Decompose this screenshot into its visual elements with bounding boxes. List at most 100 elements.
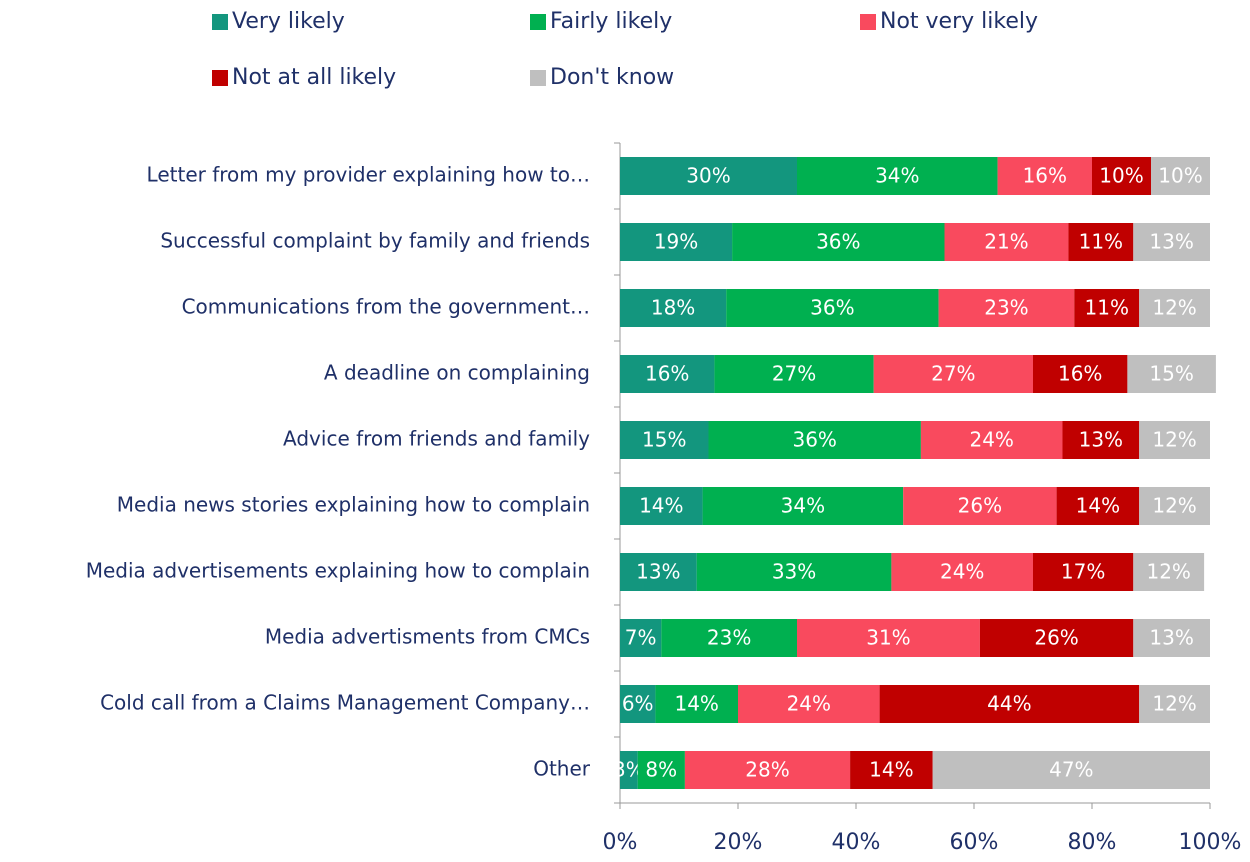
data-label: 19% <box>654 230 698 254</box>
data-label: 17% <box>1061 560 1105 584</box>
data-label: 13% <box>1149 626 1193 650</box>
data-label: 12% <box>1152 428 1196 452</box>
data-label: 27% <box>772 362 816 386</box>
bar-segment <box>726 289 939 327</box>
data-label: 23% <box>984 296 1028 320</box>
bar-segment <box>620 553 697 591</box>
data-label: 28% <box>745 758 789 782</box>
data-label: 13% <box>1079 428 1123 452</box>
bar-segment <box>1092 157 1151 195</box>
data-label: 16% <box>645 362 689 386</box>
category-label: Media news stories explaining how to com… <box>117 493 590 517</box>
data-label: 12% <box>1152 494 1196 518</box>
bar-segment <box>696 553 892 591</box>
legend-label: Not very likely <box>880 9 1038 34</box>
data-label: 21% <box>984 230 1028 254</box>
x-tick-label: 60% <box>950 830 999 855</box>
data-label: 34% <box>875 164 919 188</box>
data-label: 7% <box>625 626 657 650</box>
legend-label: Very likely <box>232 9 345 34</box>
bar-segment <box>1133 553 1205 591</box>
bar-segment <box>1062 421 1140 459</box>
data-label: 23% <box>707 626 751 650</box>
data-label: 14% <box>869 758 913 782</box>
data-label: 26% <box>958 494 1002 518</box>
data-label: 10% <box>1158 164 1202 188</box>
data-label: 11% <box>1079 230 1123 254</box>
bar-segment <box>1139 487 1210 525</box>
category-label: Letter from my provider explaining how t… <box>147 163 590 187</box>
bar-segment <box>708 421 921 459</box>
bar-segment <box>620 685 656 723</box>
bar-segment <box>850 751 933 789</box>
bar-segment <box>1127 355 1216 393</box>
bar-segment <box>1133 223 1210 261</box>
bar-segment <box>1139 421 1210 459</box>
bar-segment <box>903 487 1057 525</box>
data-label: 31% <box>866 626 910 650</box>
bar-segment <box>620 751 638 789</box>
bar-segment <box>1139 685 1210 723</box>
category-label: Cold call from a Claims Management Compa… <box>100 691 590 715</box>
bar-segment <box>620 421 709 459</box>
bar-segment <box>661 619 797 657</box>
data-label: 36% <box>816 230 860 254</box>
data-label: 47% <box>1049 758 1093 782</box>
bar-segment <box>932 751 1210 789</box>
category-label: Other <box>533 757 591 781</box>
bar-segment <box>684 751 851 789</box>
data-label: 27% <box>931 362 975 386</box>
data-label: 10% <box>1099 164 1143 188</box>
bar-segment <box>714 355 874 393</box>
data-label: 24% <box>969 428 1013 452</box>
data-label: 24% <box>940 560 984 584</box>
bar-segment <box>1068 223 1134 261</box>
data-label: 6% <box>622 692 654 716</box>
bar-segment <box>620 487 703 525</box>
data-label: 16% <box>1058 362 1102 386</box>
bar-segment <box>879 685 1140 723</box>
bar-segment <box>620 355 715 393</box>
data-label: 13% <box>636 560 680 584</box>
x-tick-label: 100% <box>1179 830 1242 855</box>
data-label: 15% <box>642 428 686 452</box>
bar-segment <box>997 157 1092 195</box>
legend-label: Don't know <box>550 65 674 90</box>
x-tick-label: 20% <box>714 830 763 855</box>
data-label: 44% <box>987 692 1031 716</box>
data-label: 12% <box>1146 560 1190 584</box>
bar-segment <box>873 355 1033 393</box>
bar-segment <box>1033 355 1128 393</box>
bar-segment <box>620 223 733 261</box>
bar-segment <box>1139 289 1210 327</box>
legend-swatch <box>860 14 876 30</box>
bar-segment <box>797 619 980 657</box>
legend-label: Fairly likely <box>550 9 672 34</box>
bar-segment <box>732 223 945 261</box>
bar-segment <box>620 289 727 327</box>
data-label: 16% <box>1023 164 1067 188</box>
data-label: 13% <box>1149 230 1193 254</box>
data-label: 33% <box>772 560 816 584</box>
legend-swatch <box>212 14 228 30</box>
data-label: 14% <box>674 692 718 716</box>
category-label: Media advertisments from CMCs <box>265 625 590 649</box>
data-label: 12% <box>1152 296 1196 320</box>
data-label: 36% <box>810 296 854 320</box>
data-label: 11% <box>1085 296 1129 320</box>
bar-segment <box>702 487 904 525</box>
bar-segment <box>1151 157 1210 195</box>
category-label: Communications from the government… <box>182 295 590 319</box>
category-label: Media advertisements explaining how to c… <box>86 559 590 583</box>
data-label: 26% <box>1034 626 1078 650</box>
bar-segment <box>1056 487 1140 525</box>
x-tick-label: 80% <box>1068 830 1117 855</box>
bar-segment <box>1133 619 1210 657</box>
data-label: 14% <box>639 494 683 518</box>
data-label: 15% <box>1149 362 1193 386</box>
legend-label: Not at all likely <box>232 65 396 90</box>
bar-segment <box>920 421 1063 459</box>
bar-segment <box>620 619 662 657</box>
bar-segment <box>637 751 685 789</box>
bar-segment <box>938 289 1075 327</box>
